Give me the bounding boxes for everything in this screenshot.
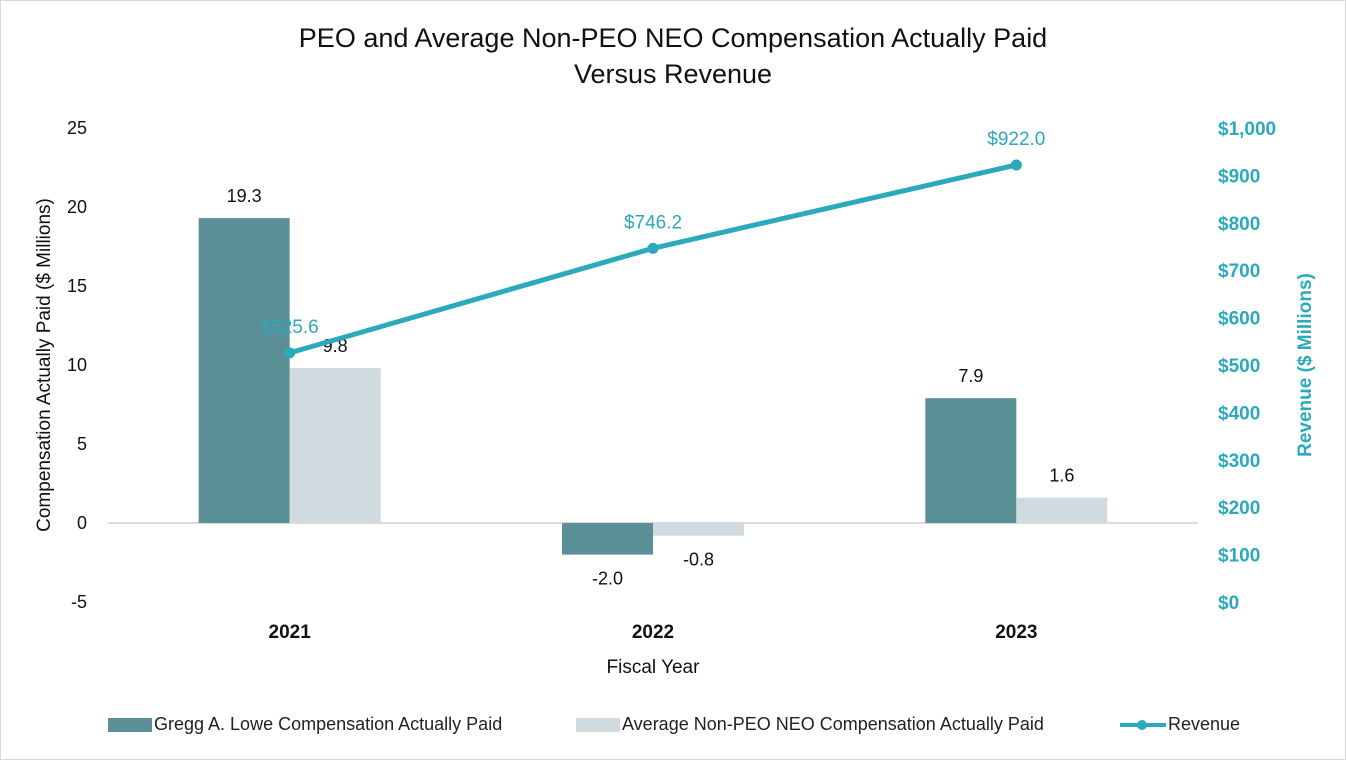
bar-non-peo (653, 523, 744, 536)
y2-tick-label: $600 (1218, 309, 1260, 330)
y-tick-label: -5 (71, 592, 87, 612)
data-label-peo: 7.9 (958, 366, 983, 386)
legend-label-revenue: Revenue (1168, 714, 1241, 734)
revenue-data-label: $525.6 (261, 317, 319, 338)
legend-label-peo: Gregg A. Lowe Compensation Actually Paid (154, 714, 503, 734)
legend-label-non-peo: Average Non-PEO NEO Compensation Actuall… (622, 714, 1044, 734)
x-axis-title: Fiscal Year (607, 657, 701, 678)
y2-tick-label: $800 (1218, 214, 1260, 235)
revenue-data-label: $922.0 (987, 129, 1045, 150)
legend-item-non-peo: Average Non-PEO NEO Compensation Actuall… (576, 714, 1044, 735)
chart-title-line-2: Versus Revenue (573, 59, 773, 89)
y-tick-label: 10 (67, 355, 87, 375)
y-tick-label: 15 (67, 276, 87, 296)
y2-tick-label: $200 (1218, 498, 1260, 519)
data-label-non-peo: -0.8 (683, 550, 714, 570)
data-label-peo: 19.3 (227, 186, 262, 206)
y2-axis-title: Revenue ($ Millions) (1295, 273, 1316, 457)
y-tick-label: 20 (67, 197, 87, 217)
y2-tick-label: $500 (1218, 356, 1260, 377)
y2-tick-label: $300 (1218, 451, 1260, 472)
chart-title: PEO and Average Non-PEO NEO Compensation… (0, 20, 1346, 92)
combo-chart: 25 20 15 10 5 0 -5 $1,000 $900 $800 $700 $600 $500 $4… (34, 118, 1316, 678)
y2-tick-label: $1,000 (1218, 119, 1276, 140)
revenue-line (288, 162, 1017, 356)
x-tick-label: 2021 (269, 622, 312, 643)
bar-peo (198, 218, 290, 523)
legend: Gregg A. Lowe Compensation Actually Paid… (0, 714, 1346, 738)
x-tick-label: 2023 (995, 622, 1037, 643)
bar-peo (562, 523, 653, 555)
bar-non-peo (289, 368, 381, 523)
y2-tick-label: $100 (1218, 546, 1260, 567)
y2-tick-label: $700 (1218, 261, 1260, 282)
revenue-data-label: $746.2 (624, 212, 682, 233)
y2-tick-label: $900 (1218, 166, 1260, 187)
legend-swatch-peo (108, 717, 152, 732)
y2-tick-label: $400 (1218, 403, 1260, 424)
revenue-point (284, 347, 296, 359)
data-label-non-peo: 1.6 (1049, 466, 1074, 486)
y-tick-label: 25 (67, 118, 87, 138)
data-label-peo: -2.0 (592, 569, 623, 589)
legend-swatch-revenue (1120, 718, 1166, 732)
legend-swatch-non-peo (576, 717, 620, 732)
chart-title-line-1: PEO and Average Non-PEO NEO Compensation… (298, 23, 1048, 53)
bar-peo (925, 398, 1017, 523)
y-axis-title: Compensation Actually Paid ($ Millions) (34, 198, 55, 532)
x-tick-label: 2022 (632, 622, 674, 643)
y-tick-label: 0 (77, 513, 87, 533)
legend-item-revenue: Revenue (1120, 714, 1240, 735)
y2-tick-label: $0 (1218, 593, 1239, 614)
legend-item-peo: Gregg A. Lowe Compensation Actually Paid (108, 714, 502, 735)
revenue-point (1010, 159, 1022, 171)
bar-non-peo (1016, 497, 1108, 523)
y-tick-label: 5 (77, 434, 87, 454)
revenue-point (647, 242, 659, 254)
